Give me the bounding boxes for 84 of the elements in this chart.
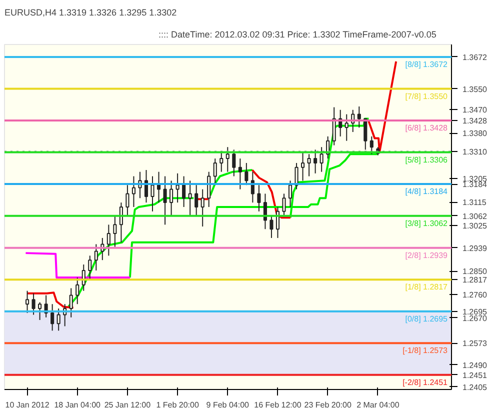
candlestick: [150, 176, 154, 212]
candlestick: [170, 180, 174, 216]
candlestick: [106, 224, 110, 256]
candlestick: [332, 106, 336, 146]
x-tick-label: 2 Mar 04:00: [356, 400, 400, 410]
y-tick-label: 1.2405: [462, 382, 488, 392]
candlestick: [76, 277, 80, 305]
x-tick-label: 9 Feb 04:00: [206, 400, 250, 410]
y-tick-label: 1.2817: [462, 276, 488, 285]
candlestick: [88, 255, 92, 280]
ref-line-label: [8/8] 1.3672: [405, 60, 448, 69]
ref-line-label: [0/8] 1.2695: [405, 314, 448, 324]
y-tick-label: 1.3470: [462, 106, 488, 115]
chart-title: EURUSD,H4 1.3319 1.3326 1.3295 1.3302: [4, 8, 177, 18]
candlestick: [200, 188, 204, 228]
y-tick-label: 1.3115: [462, 198, 487, 208]
y-tick-label: 1.2573: [462, 339, 488, 348]
text: :::: DateTime: 2012.03.02 09:31 Price: 1.3302 TimeFrame-2007-v0.05: [158, 30, 436, 40]
y-tick-label: 1.2451: [462, 370, 488, 380]
candlestick: [188, 180, 192, 216]
candlestick: [50, 304, 54, 332]
candlestick: [38, 302, 42, 320]
y-tick-label: 1.3428: [462, 116, 488, 126]
y-tick-label: 1.2850: [462, 267, 488, 276]
candlestick: [301, 152, 305, 182]
ref-line-label: [7/8] 1.3550: [405, 92, 448, 101]
y-tick-label: 1.2695: [462, 307, 488, 316]
ref-line-label: [3/8] 1.3062: [405, 218, 448, 228]
candlestick: [220, 152, 224, 172]
candlestick: [307, 154, 311, 177]
candlestick: [182, 176, 186, 208]
x-tick-label: 10 Jan 2012: [5, 400, 50, 410]
candlestick: [69, 288, 73, 318]
candlestick: [194, 184, 198, 216]
x-tick-label: 1 Feb 20:00: [156, 400, 200, 410]
candlestick: [213, 158, 217, 186]
candlestick: [232, 149, 236, 177]
candlestick: [126, 184, 130, 216]
candlestick: [364, 118, 368, 150]
candlestick: [263, 193, 267, 230]
candlestick: [344, 114, 348, 142]
ref-line-label: [4/8] 1.3184: [405, 187, 448, 196]
candlestick: [132, 176, 136, 208]
y-tick-label: 1.3062: [462, 212, 488, 221]
y-tick-label: 1.3672: [462, 53, 488, 62]
candlestick: [314, 149, 318, 174]
y-tick-label: 1.2490: [462, 360, 488, 370]
ref-line-label: [5/8] 1.3306: [405, 155, 448, 164]
candlestick: [156, 171, 161, 204]
candlestick: [176, 172, 180, 204]
y-tick-label: 1.3550: [462, 84, 488, 94]
candlestick: [94, 244, 98, 272]
candlestick: [238, 158, 242, 190]
candlestick: [244, 162, 248, 186]
y-tick-label: 1.3184: [462, 180, 488, 190]
candlestick: [56, 308, 60, 332]
candlestick: [370, 136, 374, 155]
candlestick: [294, 162, 298, 190]
candlestick: [288, 180, 292, 208]
candlestick: [226, 146, 230, 172]
candlestick: [357, 106, 361, 128]
candlestick: [163, 176, 167, 226]
ref-line-label: [6/8] 1.3428: [405, 124, 448, 133]
x-tick-label: 18 Jan 04:00: [54, 400, 102, 410]
y-tick-label: 1.3380: [462, 129, 488, 138]
ref-line-label: [1/8] 1.2817: [405, 282, 448, 292]
candlestick: [257, 184, 261, 212]
candlestick: [25, 290, 30, 314]
candlestick: [320, 146, 324, 172]
y-tick-label: 1.2670: [462, 314, 488, 323]
x-tick-label: 23 Feb 20:00: [304, 400, 352, 410]
y-tick-label: 1.3310: [462, 147, 488, 156]
candlestick: [282, 193, 286, 216]
ref-line-label: [-2/8] 1.2451: [402, 378, 448, 387]
ref-line-label: [-1/8] 1.2573: [402, 346, 448, 356]
candlestick: [32, 292, 36, 316]
x-tick-label: 16 Feb 12:00: [254, 400, 302, 410]
x-tick-label: 25 Jan 12:00: [104, 400, 152, 410]
y-tick-label: 1.3025: [462, 221, 488, 230]
y-tick-label: 1.2760: [462, 290, 488, 300]
y-tick-label: 1.2939: [462, 244, 488, 253]
candlestick: [113, 215, 117, 248]
candlestick: [270, 215, 274, 238]
ref-line-label: [2/8] 1.2939: [405, 250, 448, 260]
